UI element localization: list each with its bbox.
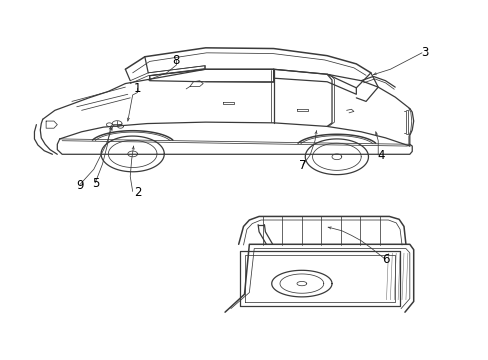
Text: 2: 2 bbox=[134, 186, 141, 199]
Text: 8: 8 bbox=[172, 54, 180, 67]
Text: 3: 3 bbox=[420, 46, 427, 59]
Text: 9: 9 bbox=[76, 179, 84, 192]
Text: 5: 5 bbox=[92, 177, 100, 190]
Text: 1: 1 bbox=[134, 82, 141, 95]
Text: 6: 6 bbox=[381, 253, 388, 266]
Text: 4: 4 bbox=[376, 149, 384, 162]
Text: 7: 7 bbox=[299, 159, 306, 172]
